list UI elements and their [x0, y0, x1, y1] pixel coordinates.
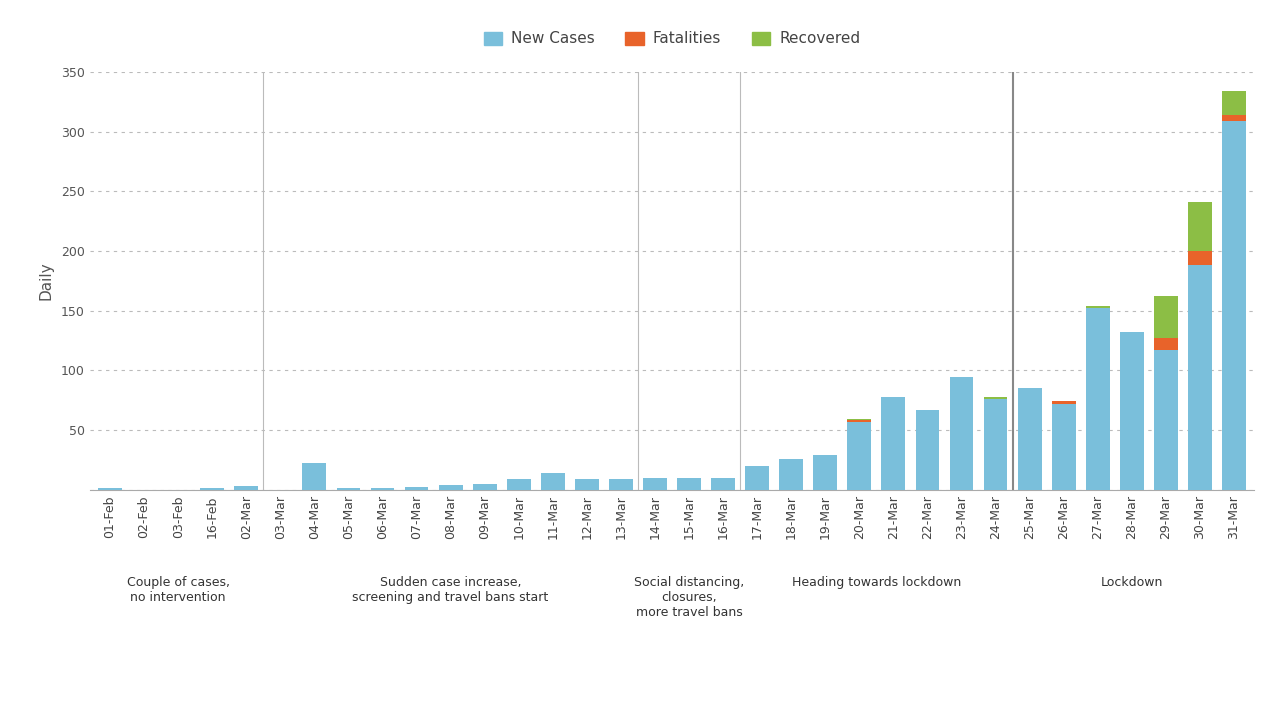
Bar [302, 464, 326, 490]
Bar [677, 477, 701, 490]
Bar [847, 419, 872, 420]
Bar [1188, 251, 1212, 265]
Bar [234, 486, 259, 490]
Bar [1155, 297, 1178, 338]
Bar [1120, 332, 1144, 490]
Bar [1052, 404, 1075, 490]
Bar [99, 488, 122, 490]
Y-axis label: Daily: Daily [38, 261, 54, 300]
Bar [609, 479, 632, 490]
Bar [371, 488, 394, 490]
Bar [507, 479, 531, 490]
Text: Couple of cases,
no intervention: Couple of cases, no intervention [127, 576, 229, 603]
Legend: New Cases, Fatalities, Recovered: New Cases, Fatalities, Recovered [477, 25, 867, 53]
Bar [643, 477, 667, 490]
Bar [575, 479, 599, 490]
Text: Lockdown: Lockdown [1101, 576, 1164, 589]
Bar [1018, 388, 1042, 490]
Text: Social distancing,
closures,
more travel bans: Social distancing, closures, more travel… [634, 576, 744, 618]
Bar [200, 488, 224, 490]
Bar [1222, 121, 1245, 490]
Bar [847, 422, 872, 490]
Bar [847, 420, 872, 422]
Bar [1085, 306, 1110, 308]
Bar [472, 484, 497, 490]
Bar [780, 459, 803, 490]
Bar [1222, 115, 1245, 121]
Bar [712, 477, 735, 490]
Bar [541, 473, 564, 490]
Bar [404, 487, 429, 490]
Text: Sudden case increase,
screening and travel bans start: Sudden case increase, screening and trav… [352, 576, 549, 603]
Bar [1222, 91, 1245, 115]
Bar [983, 397, 1007, 399]
Bar [1155, 338, 1178, 350]
Bar [915, 410, 940, 490]
Bar [882, 397, 905, 490]
Bar [813, 455, 837, 490]
Bar [983, 399, 1007, 490]
Bar [950, 377, 973, 490]
Bar [1085, 308, 1110, 490]
Bar [1052, 401, 1075, 404]
Bar [745, 466, 769, 490]
Bar [1188, 202, 1212, 251]
Bar [337, 488, 361, 490]
Bar [1188, 265, 1212, 490]
Bar [439, 485, 462, 490]
Text: Heading towards lockdown: Heading towards lockdown [792, 576, 961, 589]
Bar [1155, 350, 1178, 490]
